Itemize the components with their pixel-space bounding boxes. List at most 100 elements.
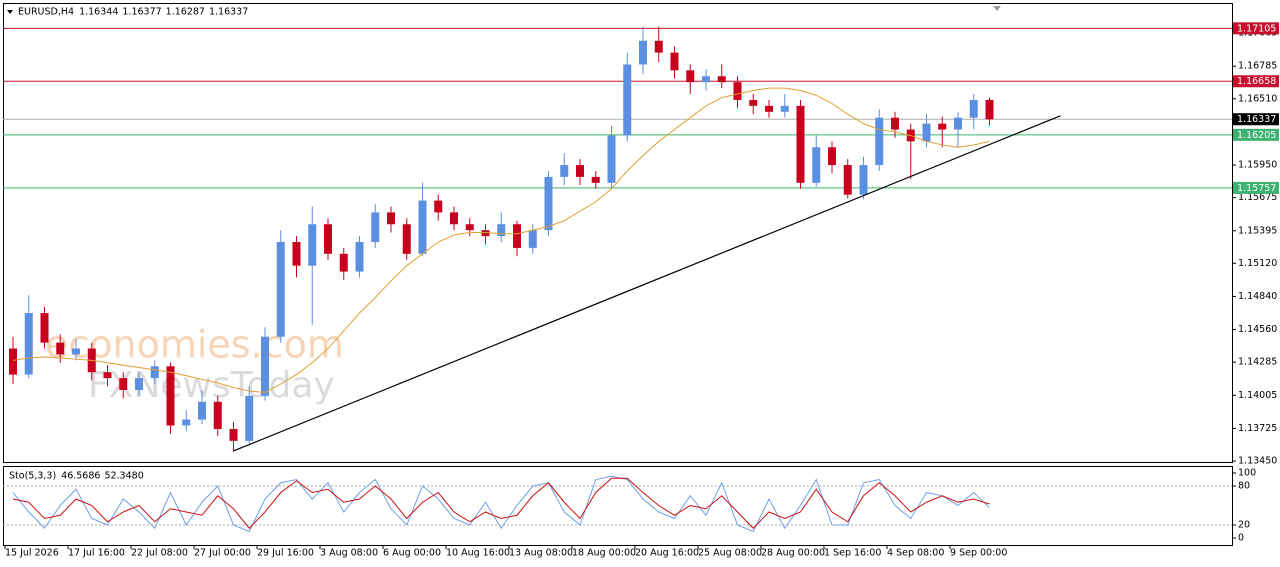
x-tick-label: 3 Aug 08:00	[320, 548, 378, 559]
candle-body	[812, 147, 821, 183]
y-tick-label: 20	[1238, 519, 1250, 530]
header-title: EURUSD,H4	[18, 7, 74, 18]
main-panel	[3, 3, 1233, 463]
candle-body	[229, 429, 238, 441]
y-tick-label: 100	[1238, 468, 1256, 479]
price-level-box	[1233, 22, 1279, 35]
candle-body	[560, 165, 569, 177]
candle-body	[9, 348, 17, 375]
oscillator-line	[12, 475, 990, 533]
price-level-box	[1233, 181, 1279, 194]
y-tick-label: 1.15120	[1238, 258, 1277, 269]
y-tick-label: 0	[1238, 532, 1244, 543]
candle-body	[182, 419, 191, 426]
candle-body	[402, 224, 411, 254]
price-level-label: 1.17105	[1237, 23, 1276, 34]
candle-body	[434, 200, 443, 213]
candle-body	[198, 401, 206, 420]
candle-body	[418, 200, 427, 254]
x-tick-label: 29 Jul 16:00	[257, 548, 314, 559]
header-value: 1.16377	[122, 7, 161, 18]
moving-average	[12, 87, 990, 393]
candle-body	[954, 117, 962, 130]
candle-body	[938, 123, 947, 130]
x-tick-label: 27 Jul 00:00	[194, 548, 251, 559]
candle-body	[780, 105, 789, 112]
y-tick-label: 1.14285	[1238, 357, 1277, 368]
x-tick-label: 9 Sep 00:00	[950, 548, 1007, 559]
price-level-label: 1.16205	[1237, 130, 1276, 141]
candle-body	[450, 212, 458, 225]
watermark: FXNewsToday	[88, 365, 335, 406]
candle-body	[670, 52, 679, 71]
y-tick-label: 1.13725	[1238, 423, 1277, 434]
price-level-box	[1233, 128, 1279, 141]
header-value: 1.16344	[79, 7, 118, 18]
candle-body	[387, 212, 395, 225]
trendline	[233, 115, 1061, 452]
candle-body	[686, 70, 695, 83]
candle-body	[765, 105, 773, 112]
candle-body	[56, 342, 65, 355]
menu-arrow[interactable]	[7, 10, 13, 14]
candle-body	[324, 224, 332, 254]
candle-body	[497, 224, 506, 237]
y-tick-label: 80	[1238, 481, 1250, 492]
candle-body	[969, 99, 978, 118]
y-tick-label: 1.14005	[1238, 390, 1277, 401]
x-tick-label: 6 Aug 00:00	[383, 548, 441, 559]
candle-body	[261, 336, 269, 396]
candle-body	[796, 105, 805, 183]
candle-body	[733, 82, 742, 100]
header-value: 1.16337	[209, 7, 248, 18]
x-tick-label: 15 Jul 2026	[5, 548, 59, 559]
candle-body	[213, 401, 222, 430]
y-tick-label: 1.15950	[1238, 160, 1277, 171]
candle-body	[40, 313, 49, 343]
candle-body	[985, 99, 994, 120]
candle-body	[891, 117, 899, 130]
header-value: 52.3480	[104, 471, 143, 482]
price-level-box	[1233, 113, 1279, 126]
candle-body	[528, 230, 537, 248]
candle-body	[828, 147, 836, 166]
header-value: 1.16287	[166, 7, 205, 18]
candle-body	[292, 241, 301, 266]
candle-body	[859, 165, 868, 195]
shift-marker	[993, 6, 1001, 11]
candle-body	[843, 165, 852, 195]
y-tick-label: 1.13450	[1238, 455, 1277, 466]
oscillator-panel	[3, 466, 1233, 546]
candle-body	[481, 230, 490, 237]
price-level-box	[1233, 75, 1279, 88]
candle-body	[623, 64, 632, 136]
x-tick-label: 4 Sep 08:00	[887, 548, 944, 559]
candle-body	[339, 253, 348, 272]
candle-body	[591, 176, 600, 183]
candle-body	[308, 224, 317, 266]
y-tick-label: 1.14560	[1238, 324, 1277, 335]
candle-body	[276, 241, 285, 337]
candle-body	[875, 117, 884, 166]
oscillator-line	[12, 477, 990, 529]
y-tick-label: 1.16510	[1238, 93, 1277, 104]
y-tick-label: 1.16785	[1238, 61, 1277, 72]
candle-body	[607, 135, 616, 183]
candle-body	[103, 372, 112, 379]
candle-body	[72, 348, 80, 355]
price-level-label: 1.15757	[1237, 183, 1276, 194]
candle-body	[135, 378, 143, 390]
candle-body	[576, 165, 584, 177]
candle-body	[245, 395, 254, 441]
y-tick-label: 1.15395	[1238, 225, 1277, 236]
candle-body	[922, 123, 931, 142]
candle-body	[166, 366, 175, 426]
x-tick-label: 22 Jul 08:00	[131, 548, 188, 559]
x-tick-label: 18 Aug 00:00	[572, 548, 636, 559]
header-title: Sto(5,3,3)	[9, 471, 56, 482]
candle-body	[749, 99, 758, 106]
candle-body	[654, 40, 663, 53]
candle-body	[544, 176, 553, 231]
candle-body	[717, 76, 726, 83]
